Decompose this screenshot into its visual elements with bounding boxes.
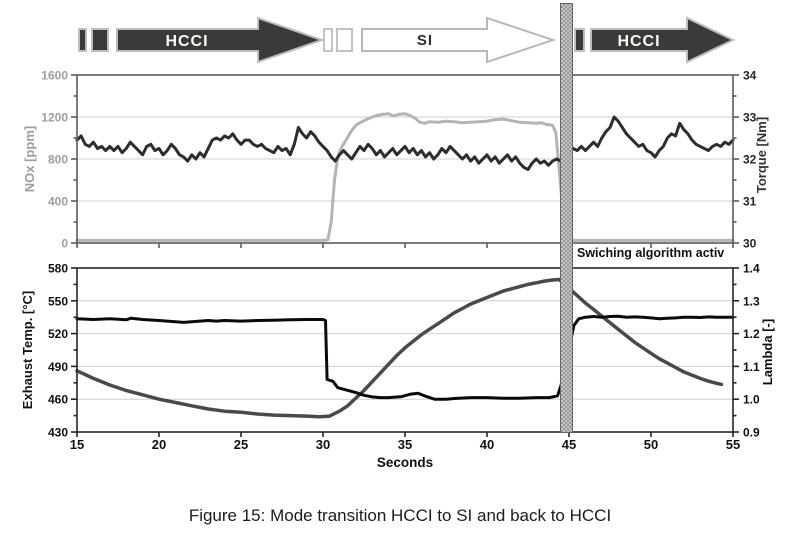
x-tick-label: 40 [480,437,494,452]
right-tick-label: 1.4 [743,262,760,276]
right-tick-label: 31 [743,195,757,209]
x-tick-label: 35 [398,437,412,452]
left-tick-label: 490 [48,360,68,374]
hcci-dash-segment [574,28,585,52]
right-tick-label: 30 [743,237,757,251]
x-tick-label: 55 [726,437,740,452]
hcci-phase-2: HCCI [574,16,736,64]
si-arrow [361,16,557,64]
y-axis-label-nox: NOx [ppm] [22,125,37,193]
right-tick-label: 33 [743,111,757,125]
hcci-phase-1: HCCI [78,16,326,64]
left-tick-label: 400 [48,195,68,209]
series-exhaust-temp [75,277,724,419]
y-axis-label-exhaust-temp: Exhaust Temp. [°C] [20,290,35,410]
si-arrow-label: SI [417,32,433,49]
right-tick-label: 1.0 [743,393,760,407]
hcci-dash-segment [78,28,87,52]
x-axis-label: Seconds [376,455,434,470]
mode-banner: HCCI SI HCCI [78,16,736,64]
left-tick-label: 550 [48,294,68,308]
switching-moment-bar [560,3,573,433]
hcci-arrow-2-label: HCCI [617,33,660,50]
si-dash-segment [336,28,353,52]
left-tick-label: 580 [48,262,68,276]
left-tick-label: 1200 [41,111,68,125]
hcci-dash-segment [91,28,109,52]
si-phase: SI [323,16,557,64]
figure-caption: Figure 15: Mode transition HCCI to SI an… [188,506,612,525]
right-tick-label: 34 [743,69,757,83]
y-axis-label-torque: Torque [Nm] [754,116,769,194]
y-axis-label-lambda: Lambda [-] [760,318,775,386]
right-tick-label: 1.3 [743,294,760,308]
si-dash-segment [323,28,333,52]
temp-lambda-chart: 430 460 490 520 550 580 0.9 1.0 1.1 1.2 1.3 1.4 15 20… [48,262,760,453]
nox-torque-chart: 0 400 800 1200 1600 30 31 32 33 34 [41,69,757,251]
x-tick-label: 45 [562,437,576,452]
hcci-arrow-1 [116,16,326,64]
x-tick-label: 20 [152,437,166,452]
x-tick-label: 15 [70,437,84,452]
x-tick-label: 30 [316,437,330,452]
x-tick-label: 50 [644,437,658,452]
series-torque [75,115,735,171]
right-tick-label: 1.2 [743,327,760,341]
switching-annotation: Swiching algorithm activ [577,246,725,260]
left-tick-label: 460 [48,393,68,407]
right-tick-label: 32 [743,153,757,167]
series-nox [75,112,735,242]
hcci-arrow-1-label: HCCI [165,33,208,50]
right-tick-label: 0.9 [743,426,760,440]
left-tick-label: 520 [48,327,68,341]
left-tick-label: 0 [61,237,68,251]
left-tick-label: 1600 [41,69,68,83]
x-tick-label: 25 [234,437,248,452]
left-tick-label: 430 [48,426,68,440]
hcci-arrow-2 [590,16,736,64]
left-tick-label: 800 [48,153,68,167]
right-tick-label: 1.1 [743,360,760,374]
series-lambda [75,314,735,401]
